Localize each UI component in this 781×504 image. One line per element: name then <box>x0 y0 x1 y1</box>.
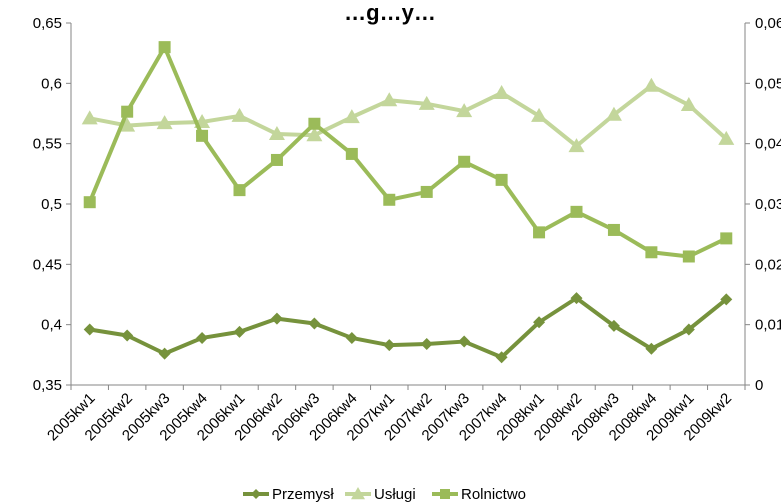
data-point-square <box>196 129 209 142</box>
data-point-triangle <box>306 127 323 142</box>
data-point-triangle <box>680 97 697 112</box>
data-point-triangle <box>351 487 365 500</box>
series-us-ugi <box>81 77 735 153</box>
right-axis-tick-label: 0,06 <box>755 15 781 32</box>
data-point-diamond <box>458 335 471 348</box>
left-axis-tick-label: 0,6 <box>41 75 62 92</box>
data-point-diamond <box>645 342 658 355</box>
data-point-diamond <box>420 337 433 350</box>
data-point-diamond <box>158 347 171 360</box>
data-point-square <box>720 232 733 245</box>
data-point-square <box>345 147 358 160</box>
data-point-diamond <box>533 316 546 329</box>
data-point-square <box>607 223 620 236</box>
data-point-triangle <box>268 126 285 141</box>
series-przemys- <box>83 292 733 364</box>
left-axis-tick-label: 0,55 <box>33 136 62 153</box>
data-point-diamond <box>233 325 246 338</box>
series-line <box>89 296 728 360</box>
left-axis-tick-label: 0,4 <box>41 317 62 334</box>
data-point-triangle <box>119 117 136 132</box>
data-point-diamond <box>121 329 134 342</box>
data-point-diamond <box>270 312 283 325</box>
series-line <box>87 45 728 259</box>
data-point-square <box>440 489 450 499</box>
series-layer <box>81 41 735 364</box>
right-axis-tick-label: 0 <box>755 377 763 394</box>
data-point-triangle <box>343 109 360 124</box>
legend-label: Usługi <box>374 486 416 503</box>
right-axis-tick-label: 0,04 <box>755 136 781 153</box>
right-axis-tick-label: 0,03 <box>755 196 781 213</box>
data-point-triangle <box>418 95 435 110</box>
data-point-diamond <box>251 489 261 499</box>
data-point-square <box>83 196 96 209</box>
data-point-triangle <box>643 77 660 92</box>
data-point-triangle <box>231 107 248 122</box>
data-point-square <box>682 250 695 263</box>
left-axis-tick-label: 0,5 <box>41 196 62 213</box>
data-point-square <box>121 105 134 118</box>
legend-label: Przemysł <box>272 486 334 503</box>
data-point-diamond <box>682 323 695 336</box>
data-point-triangle <box>568 138 585 153</box>
data-point-square <box>420 185 433 198</box>
data-point-square <box>270 153 283 166</box>
legend-item: Rolnictwo <box>432 486 526 503</box>
data-point-triangle <box>456 103 473 118</box>
data-point-square <box>645 246 658 259</box>
data-point-diamond <box>720 293 733 306</box>
data-point-triangle <box>156 115 173 130</box>
legend-item: Usługi <box>345 486 416 503</box>
data-point-diamond <box>383 339 396 352</box>
data-point-square <box>308 117 321 130</box>
legend-item: Przemysł <box>243 486 334 503</box>
series-rolnictwo <box>83 41 733 263</box>
data-point-diamond <box>345 331 358 344</box>
data-point-diamond <box>570 292 583 305</box>
data-point-diamond <box>83 323 96 336</box>
legend: Przemysł Usługi Rolnictwo <box>243 486 526 503</box>
right-axis-tick-label: 0,05 <box>755 75 781 92</box>
data-point-triangle <box>493 84 510 99</box>
data-point-square <box>495 173 508 186</box>
left-axis-tick-label: 0,35 <box>33 377 62 394</box>
data-point-diamond <box>196 331 209 344</box>
data-point-triangle <box>718 130 735 145</box>
left-axis-tick-label: 0,45 <box>33 256 62 273</box>
data-point-diamond <box>495 351 508 364</box>
right-axis-tick-label: 0,01 <box>755 317 781 334</box>
data-point-square <box>458 155 471 168</box>
left-axis-tick-label: 0,65 <box>33 15 62 32</box>
data-point-square <box>233 184 246 197</box>
data-point-triangle <box>531 107 548 122</box>
data-point-square <box>158 41 171 54</box>
chart-title: …g…y… <box>344 0 436 25</box>
data-point-square <box>383 193 396 206</box>
data-point-square <box>570 205 583 218</box>
axes: 0,35 0,4 0,45 0,5 0,55 0,6 0,65 0 0,01 0,02 0,03 0,… <box>33 15 781 444</box>
data-point-diamond <box>308 317 321 330</box>
data-point-diamond <box>607 319 620 332</box>
right-axis-tick-label: 0,02 <box>755 256 781 273</box>
data-point-triangle <box>605 106 622 121</box>
data-point-triangle <box>381 92 398 107</box>
data-point-square <box>533 226 546 239</box>
data-point-triangle <box>81 110 98 125</box>
legend-label: Rolnictwo <box>461 486 526 503</box>
